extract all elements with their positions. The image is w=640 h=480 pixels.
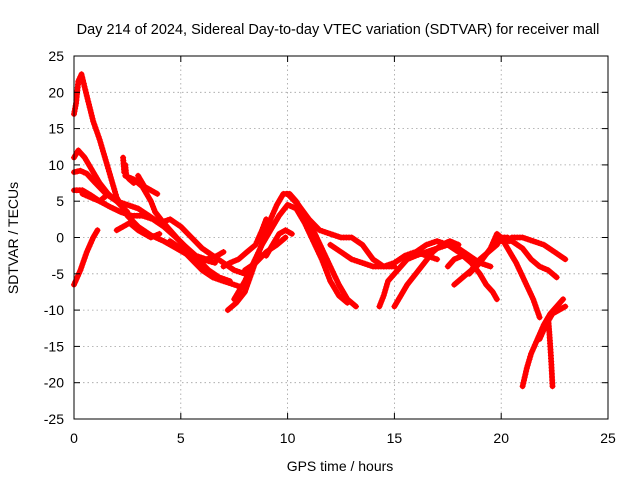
data-series-arc-26 (498, 238, 560, 281)
x-tick-label: 10 (280, 430, 296, 446)
series-markers (135, 172, 161, 197)
series-markers (231, 201, 351, 306)
series-markers (391, 238, 462, 310)
y-tick-label: -5 (52, 266, 65, 282)
x-tick-label: 5 (177, 430, 185, 446)
y-tick-label: -20 (44, 375, 64, 391)
data-layer (71, 71, 569, 390)
series-markers (466, 230, 543, 321)
y-tick-label: -10 (44, 302, 64, 318)
y-tick-label: 0 (56, 230, 64, 246)
x-tick-label: 15 (387, 430, 403, 446)
series-markers (444, 252, 500, 303)
y-tick-label: 5 (56, 193, 64, 209)
y-tick-label: -25 (44, 411, 64, 427)
y-tick-label: 15 (48, 121, 64, 137)
y-tick-label: 20 (48, 84, 64, 100)
axis-ticks: 0 5 10 15 20 25 -25 -20 -15 -10 -5 0 5 10 15 20 25 (44, 48, 616, 446)
data-series-arc-17 (263, 227, 295, 259)
x-tick-label: 0 (70, 430, 78, 446)
series-line (231, 202, 351, 306)
series-markers (167, 238, 248, 292)
data-series-arc-27 (508, 234, 569, 263)
series-line (445, 252, 500, 302)
data-series-arc-30 (545, 314, 556, 390)
series-line (284, 191, 398, 270)
data-series-arc-12 (167, 238, 248, 292)
data-series-arc-06 (79, 190, 112, 205)
series-markers (263, 227, 295, 259)
chart-title: Day 214 of 2024, Sidereal Day-to-day VTE… (77, 22, 600, 38)
series-line (376, 242, 494, 310)
data-series-arc-01 (71, 227, 101, 288)
data-series-arc-25 (466, 230, 543, 321)
data-series-arc-22 (391, 238, 473, 266)
series-markers (156, 216, 248, 277)
y-tick-label: 10 (48, 157, 64, 173)
x-tick-label: 25 (600, 430, 616, 446)
series-markers (284, 190, 398, 270)
data-series-arc-10 (135, 172, 161, 197)
series-markers (113, 220, 163, 241)
y-tick-label: 25 (48, 48, 64, 64)
data-series-arc-11 (156, 216, 248, 277)
y-tick-label: -15 (44, 338, 64, 354)
y-axis-label: SDTVAR / TECUs (5, 182, 21, 294)
data-series-arc-09 (113, 220, 163, 241)
series-markers (508, 234, 569, 263)
x-tick-label: 20 (493, 430, 509, 446)
data-series-arc-18 (284, 190, 398, 270)
series-markers (79, 190, 112, 205)
series-markers (498, 238, 560, 281)
data-series-arc-15 (220, 216, 270, 270)
series-markers (220, 216, 270, 270)
x-axis-label: GPS time / hours (287, 458, 394, 474)
series-markers (545, 314, 556, 390)
